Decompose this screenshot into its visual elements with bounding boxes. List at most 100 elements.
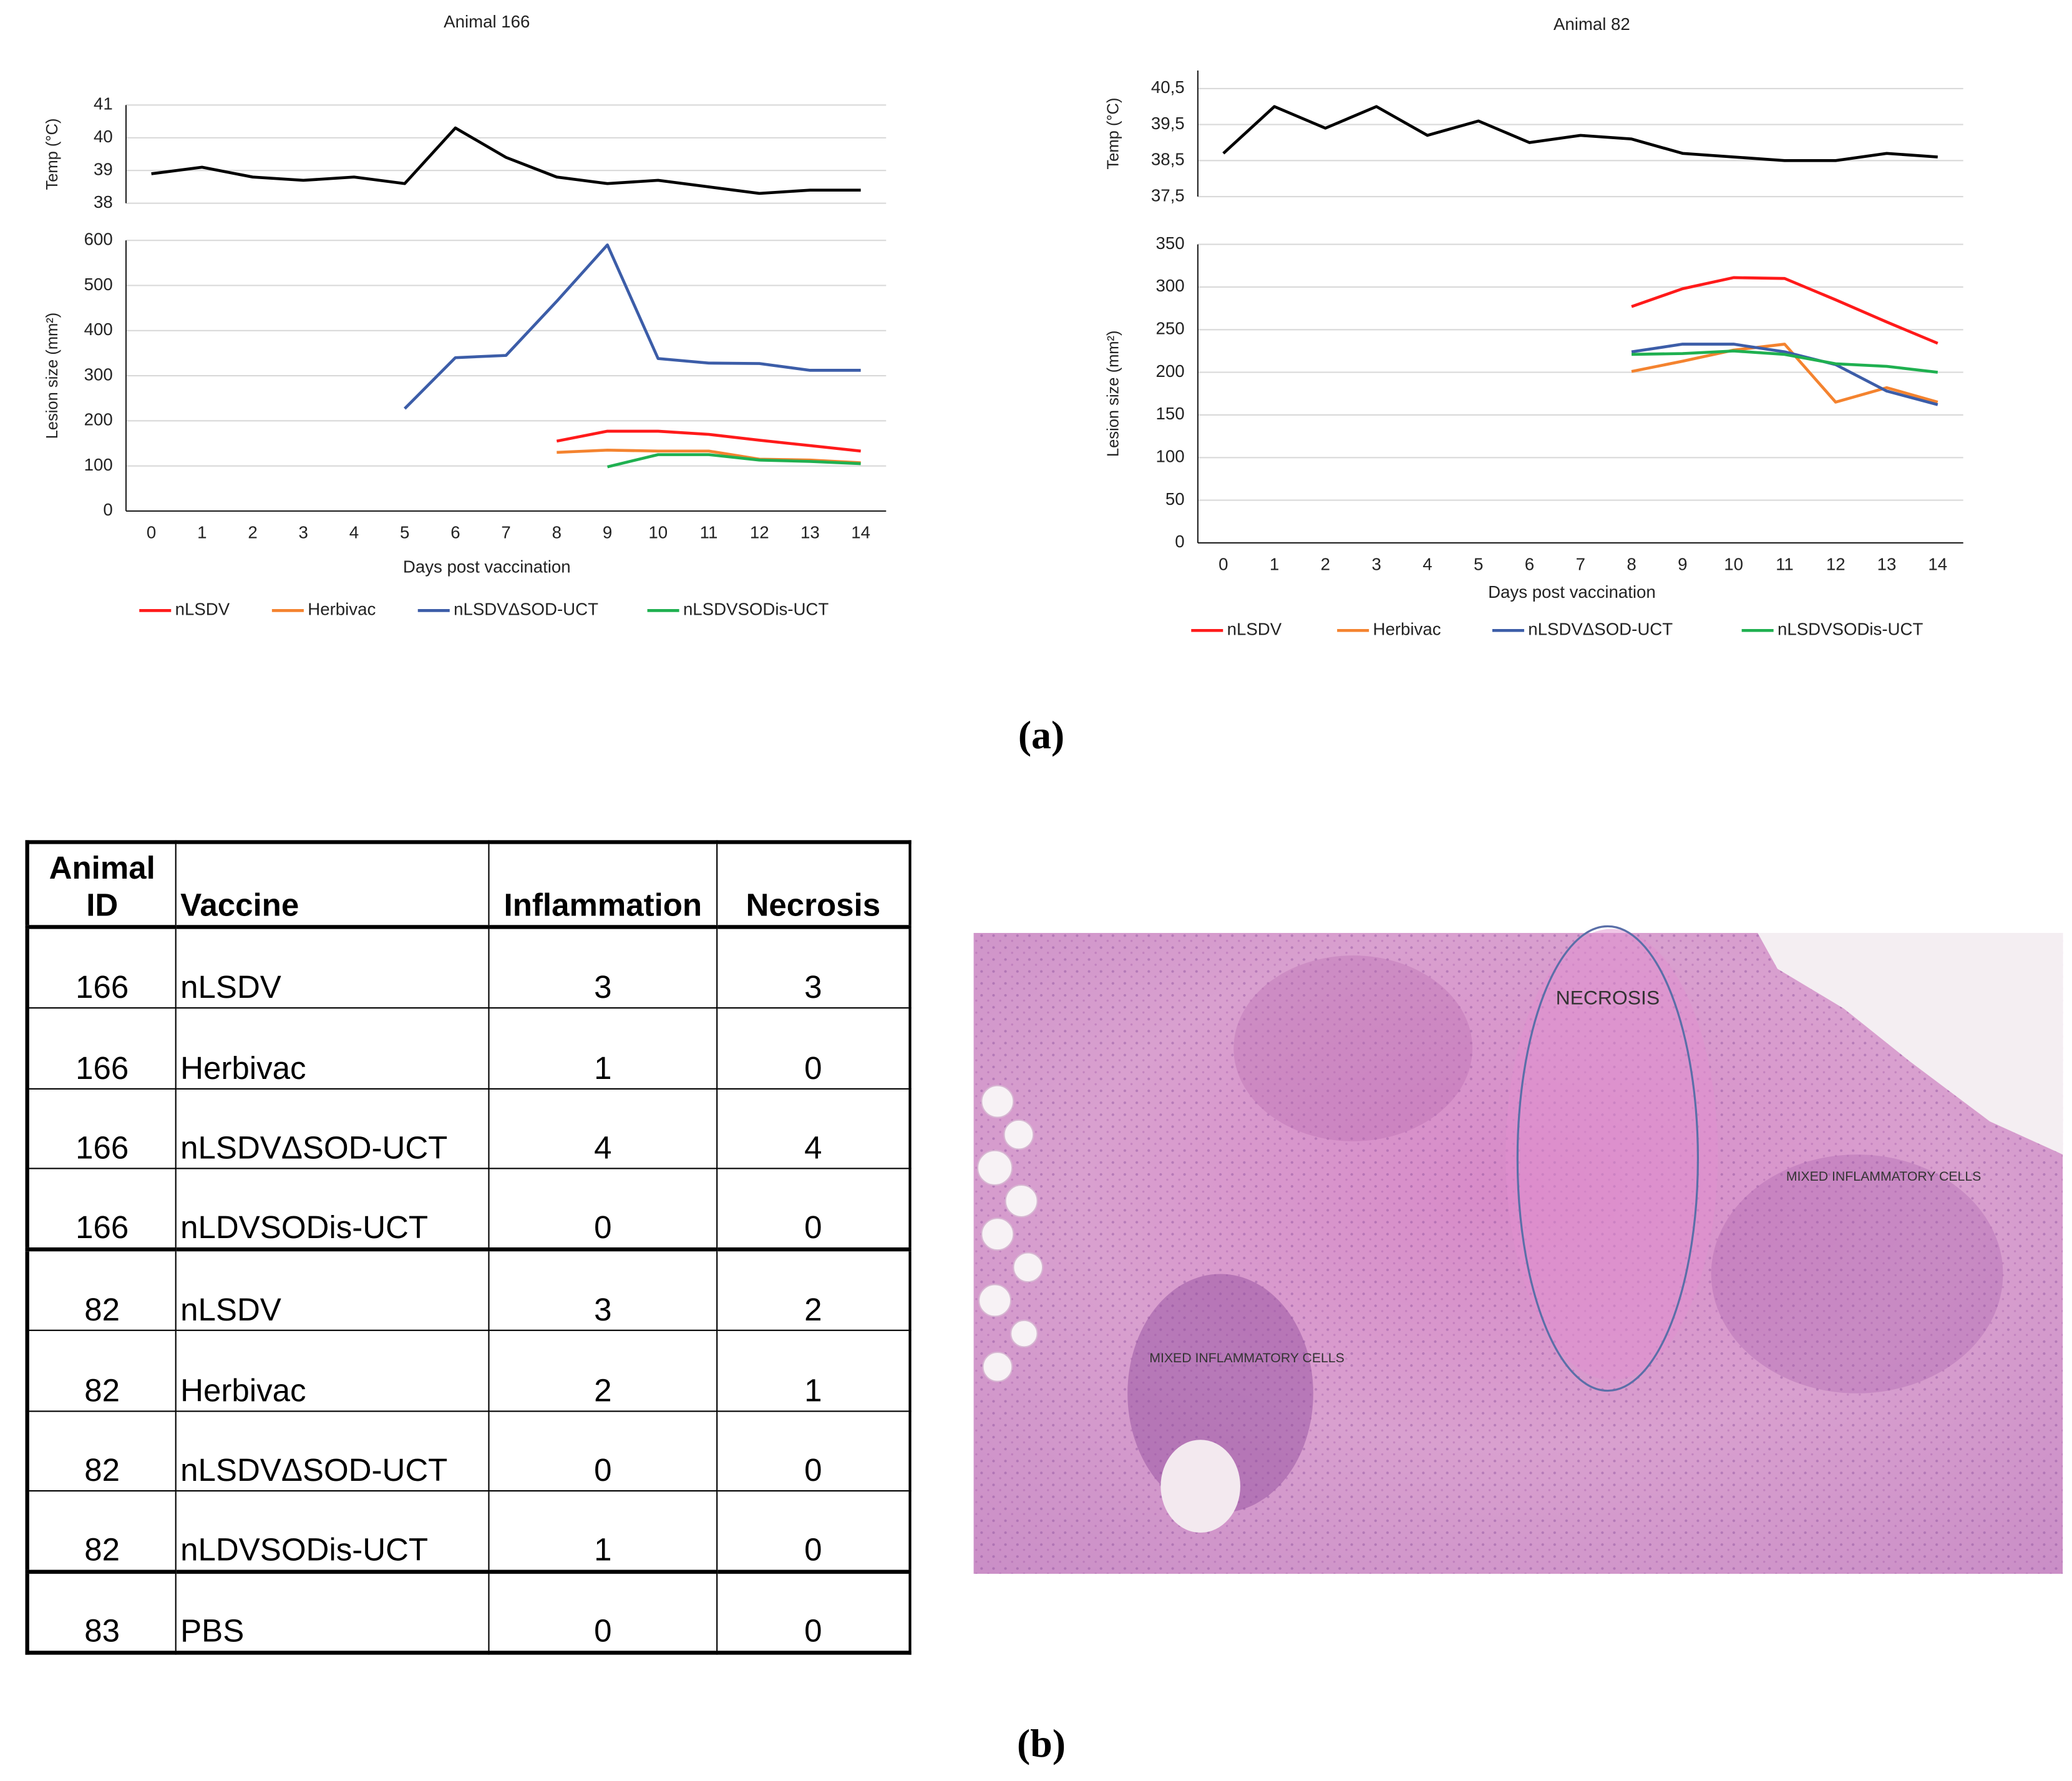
table-cell: 0: [716, 1007, 912, 1089]
table-cell: 0: [488, 1168, 718, 1252]
series-line: [404, 243, 861, 410]
x-tick-label: 14: [851, 522, 870, 542]
table-cell: 82: [26, 1249, 177, 1331]
y-tick-label: 41: [94, 94, 113, 114]
chart-title: Animal 82: [1554, 14, 1630, 34]
panel-label: (a): [1018, 713, 1064, 757]
series-line: [1631, 343, 1938, 406]
x-tick-label: 12: [750, 522, 769, 542]
y-tick-label: 100: [1156, 447, 1185, 466]
y-tick-label: 39: [94, 160, 113, 179]
table-cell: 0: [716, 1490, 912, 1574]
x-tick-label: 0: [147, 522, 156, 542]
tissue-region: [1233, 955, 1472, 1141]
table-cell: 0: [488, 1571, 718, 1654]
table-cell: PBS: [175, 1571, 490, 1654]
necrosis-outline: [1516, 925, 1700, 1392]
x-tick-label: 2: [1321, 554, 1330, 573]
panel-label: (b): [1017, 1721, 1066, 1765]
table-cell: nLSDVΔSOD-UCT: [175, 1087, 490, 1170]
header-cell: Necrosis: [716, 841, 912, 929]
y-tick-label: 200: [84, 410, 113, 429]
y-tick-label: 0: [103, 500, 112, 519]
y-axis-label: Temp (°C): [1105, 98, 1122, 170]
table-row: 166 nLSDV 3 3: [26, 926, 912, 1008]
table-cell: 2: [488, 1329, 718, 1412]
y-tick-label: 250: [1156, 319, 1185, 338]
x-tick-label: 6: [450, 522, 460, 542]
x-axis-label: Days post vaccination: [403, 557, 571, 577]
y-tick-label: 500: [84, 275, 113, 294]
x-tick-label: 2: [248, 522, 257, 542]
table-cell: 0: [716, 1410, 912, 1492]
x-tick-label: 1: [1270, 554, 1279, 573]
image-label: MIXED INFLAMMATORY CELLS: [1786, 1169, 1982, 1184]
background-glass: [1758, 933, 2063, 1155]
table-cell: 166: [26, 1168, 177, 1252]
table-cell: nLSDV: [175, 926, 490, 1008]
legend-label: nLSDVSODis-UCT: [683, 600, 829, 619]
table-body: 166 nLSDV 3 3 166 Herbivac 1 0 166 nLSDVΔSOD-UCT 4…: [26, 926, 912, 1654]
table-cell: 0: [716, 1168, 912, 1252]
y-tick-label: 38,5: [1151, 150, 1185, 169]
vessel: [1160, 1440, 1240, 1533]
table-row: 82 nLSDV 3 2: [26, 1249, 912, 1331]
table-row: 166 Herbivac 1 0: [26, 1007, 912, 1089]
y-tick-label: 40,5: [1151, 77, 1185, 97]
x-tick-label: 10: [1724, 554, 1743, 573]
table-frame: Animal ID Vaccine Inflammation Necrosis …: [25, 840, 912, 1655]
x-tick-label: 8: [1627, 554, 1636, 573]
y-tick-label: 0: [1175, 532, 1184, 551]
x-tick-label: 9: [1678, 554, 1687, 573]
x-tick-label: 13: [800, 522, 820, 542]
x-axis-label: Days post vaccination: [1488, 582, 1656, 602]
table-cell: 1: [488, 1007, 718, 1089]
y-tick-label: 300: [1156, 276, 1185, 295]
table-cell: 82: [26, 1410, 177, 1492]
x-tick-label: 11: [700, 522, 718, 542]
legend-label: nLSDVΔSOD-UCT: [454, 600, 598, 619]
necrotic-region: [1505, 929, 1718, 1380]
chart-title: Animal 166: [444, 12, 530, 31]
y-tick-label: 350: [1156, 233, 1185, 253]
table-cell: 166: [26, 1087, 177, 1170]
x-tick-label: 6: [1525, 554, 1534, 573]
x-tick-label: 8: [552, 522, 562, 542]
table-cell: nLSDV: [175, 1249, 490, 1331]
x-tick-label: 7: [501, 522, 510, 542]
table-row: 166 nLSDVΔSOD-UCT 4 4: [26, 1087, 912, 1170]
x-tick-label: 3: [1371, 554, 1381, 573]
x-tick-label: 7: [1576, 554, 1585, 573]
table-wrap: Animal ID Vaccine Inflammation Necrosis …: [25, 840, 912, 1655]
legend-label: nLSDV: [175, 600, 230, 619]
inflammatory-cluster: [1711, 1154, 2003, 1393]
y-tick-label: 300: [84, 364, 113, 384]
table-cell: nLDVSODis-UCT: [175, 1490, 490, 1574]
series-line: [1222, 105, 1938, 162]
y-tick-label: 150: [1156, 404, 1185, 423]
table-cell: 83: [26, 1571, 177, 1654]
table-cell: 3: [716, 926, 912, 1008]
table-row: 82 nLDVSODis-UCT 1 0: [26, 1490, 912, 1574]
y-tick-label: 400: [84, 320, 113, 339]
table-row: 166 nLDVSODis-UCT 0 0: [26, 1168, 912, 1252]
table: Animal ID Vaccine Inflammation Necrosis …: [25, 840, 912, 1655]
table-cell: 3: [488, 1249, 718, 1331]
header-cell: Animal ID: [26, 841, 177, 929]
y-axis-label: Lesion size (mm²): [1105, 330, 1122, 457]
legend-label: nLSDVSODis-UCT: [1778, 620, 1923, 639]
x-tick-label: 3: [299, 522, 308, 542]
y-tick-label: 37,5: [1151, 185, 1185, 205]
legend-label: nLSDVΔSOD-UCT: [1528, 620, 1673, 639]
series-line: [607, 453, 861, 469]
table-cell: nLSDVΔSOD-UCT: [175, 1410, 490, 1492]
table-cell: 0: [488, 1410, 718, 1492]
x-tick-label: 12: [1826, 554, 1846, 573]
table-cell: 1: [488, 1490, 718, 1574]
image-label: MIXED INFLAMMATORY CELLS: [1149, 1350, 1345, 1365]
table-cell: 4: [488, 1087, 718, 1170]
series-line: [1631, 276, 1938, 345]
table-header: Animal ID Vaccine Inflammation Necrosis: [26, 841, 912, 929]
